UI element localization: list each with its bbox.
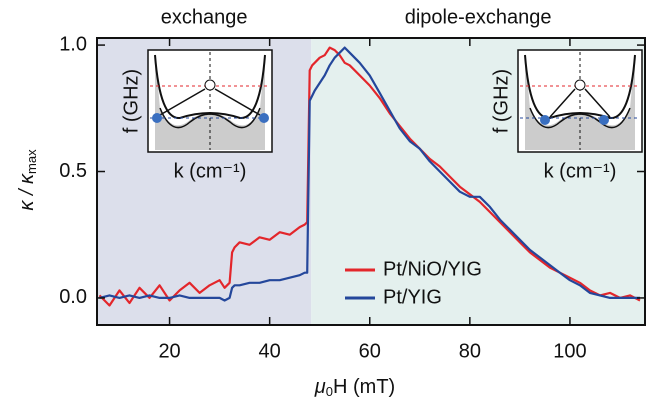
x-label-part: H (mT)	[333, 376, 395, 398]
y-label-part: max	[24, 149, 39, 174]
y-tick-label: 1.0	[59, 33, 87, 55]
inset-x-label: k (cm⁻¹)	[174, 160, 247, 182]
inset-dot	[259, 113, 269, 123]
inset: f (GHz) k (cm⁻¹)	[490, 49, 643, 182]
y-label-part: κ / κ	[16, 173, 38, 211]
inset-y-label: f (GHz)	[490, 69, 512, 133]
inset-dot	[599, 115, 609, 125]
inset-dot	[204, 79, 216, 91]
region-label: dipole-exchange	[405, 6, 552, 28]
legend-label: Pt/NiO/YIG	[383, 258, 482, 280]
inset-dot	[540, 115, 550, 125]
y-axis-label: κ / κmax	[16, 149, 39, 211]
inset-y-label: f (GHz)	[120, 69, 142, 133]
inset-arrow	[159, 88, 261, 116]
legend-label: Pt/YIG	[383, 286, 442, 308]
x-tick-label: 40	[259, 340, 281, 362]
region-label: exchange	[161, 6, 248, 28]
x-tick-label: 100	[553, 340, 586, 362]
inset-arrow	[549, 88, 611, 118]
inset-x-label: k (cm⁻¹)	[544, 160, 617, 182]
data-line	[98, 46, 641, 307]
data-line	[99, 46, 640, 302]
x-tick-label: 20	[158, 340, 180, 362]
plot-lines	[98, 46, 641, 307]
y-tick-label: 0.0	[59, 286, 87, 308]
x-label-part: μ	[314, 376, 326, 398]
y-tick-label: 0.5	[59, 160, 87, 182]
inset: f (GHz) k (cm⁻¹)	[120, 49, 273, 182]
inset-dot	[152, 113, 162, 123]
x-tick-label: 80	[459, 340, 481, 362]
x-tick-label: 60	[359, 340, 381, 362]
x-label-part: 0	[326, 384, 333, 399]
inset-dot	[574, 79, 586, 91]
x-axis-label: μ0H (mT)	[314, 376, 395, 399]
plot-frame	[96, 37, 646, 326]
